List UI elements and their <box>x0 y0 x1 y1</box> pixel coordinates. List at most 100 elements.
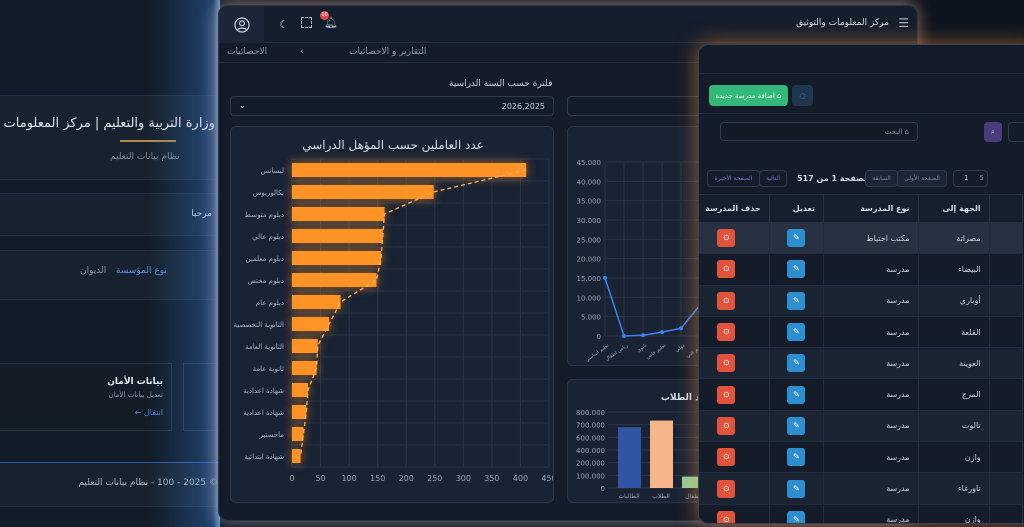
delete-icon[interactable]: ⊙ <box>717 448 736 467</box>
data-point <box>603 276 607 280</box>
cell-edit: ✎ <box>768 441 825 474</box>
y-tick-label: شهادة اعدادية <box>243 387 284 395</box>
delete-icon[interactable]: ⊙ <box>717 416 736 435</box>
footer-text: © 2025 - 100 - نظام بيانات التعليم <box>78 478 218 488</box>
tab-diwan[interactable]: الديوان <box>80 266 107 276</box>
delete-icon[interactable]: ⊙ <box>717 510 736 523</box>
prev-page-button[interactable]: السابقة <box>865 170 898 187</box>
cell-extra <box>988 441 1024 474</box>
delete-icon[interactable]: ⊙ <box>717 291 736 310</box>
search-input[interactable]: ⌂ البحث <box>720 122 918 141</box>
cell-delete: ⊙ <box>699 378 770 411</box>
edit-icon[interactable]: ✎ <box>787 416 806 435</box>
x-tick-label: 400 <box>513 474 528 483</box>
search-placeholder: البحث <box>884 128 903 136</box>
blue-glow <box>150 0 220 527</box>
edit-icon[interactable]: ✎ <box>787 479 806 498</box>
edit-icon[interactable]: ✎ <box>787 510 806 523</box>
tab-institution-type[interactable]: نوع المؤسسة <box>116 266 167 276</box>
delete-icon[interactable]: ⊙ <box>717 479 736 498</box>
edit-icon[interactable]: ✎ <box>787 385 806 404</box>
cell-extra <box>988 221 1024 255</box>
card-description: تعديل بيانات الأمان <box>108 391 163 399</box>
y-tick-label: 600.000 <box>576 434 605 442</box>
background-title: وزارة التربية والتعليم | مركز المعلومات … <box>0 116 215 131</box>
next-page-button[interactable]: التالية <box>759 170 787 187</box>
refresh-button[interactable]: ◌ <box>792 85 813 106</box>
y-tick-label: ليسانس <box>261 167 285 175</box>
cell-delete: ⊙ <box>699 315 770 349</box>
column-header-extra <box>988 194 1024 223</box>
moon-icon[interactable]: ☾ <box>279 18 289 31</box>
cell-type: مدرسة <box>823 472 919 505</box>
background-subtitle: نظام بيانات التعليم <box>110 152 180 162</box>
schools-window: ⌂ اضافة مدرسة جديدة ◌ ⌂ البحث ⌕ الصفحة ا… <box>698 44 1024 524</box>
x-tick-label: 300 <box>456 474 471 483</box>
page-number-input[interactable]: 1 5 <box>953 170 988 187</box>
delete-icon[interactable]: ⊙ <box>717 354 736 373</box>
divider <box>699 73 1024 74</box>
x-tick-label: الطالبات <box>618 493 640 500</box>
edit-icon[interactable]: ✎ <box>787 323 806 342</box>
cell-delete: ⊙ <box>699 253 770 286</box>
y-tick-label: 15.000 <box>577 275 602 283</box>
cell-region: البيضاء <box>917 253 990 286</box>
breadcrumb-parent[interactable]: التقارير و الاحصائيات <box>349 47 427 57</box>
welcome-text: مرحبا <box>191 209 212 219</box>
menu-icon[interactable]: ☰ <box>898 16 909 30</box>
first-page-button[interactable]: الصفحة الأولى <box>897 170 947 187</box>
bar <box>292 185 434 199</box>
cell-delete: ⊙ <box>699 472 770 505</box>
delete-icon[interactable]: ⊙ <box>717 385 736 404</box>
top-bar: ☾ 🔔︎ 10 مركز المعلومات والتوثيق ☰ <box>219 6 917 43</box>
filter-input[interactable] <box>1008 122 1024 142</box>
cell-delete: ⊙ <box>699 441 770 474</box>
cell-region: تالوت <box>917 409 990 443</box>
edit-icon[interactable]: ✎ <box>787 229 806 248</box>
add-school-button[interactable]: ⌂ اضافة مدرسة جديدة <box>709 85 788 106</box>
delete-icon[interactable]: ⊙ <box>717 260 736 279</box>
card-link[interactable]: انتقال ← <box>134 408 163 417</box>
bar <box>292 163 527 177</box>
y-tick-label: 100.000 <box>576 472 605 480</box>
y-tick-label: 25.000 <box>577 236 602 244</box>
data-point <box>679 326 683 331</box>
security-card[interactable]: بيانات الأمان تعديل بيانات الأمان انتقال… <box>0 363 172 431</box>
y-tick-label: 400.000 <box>576 447 605 455</box>
bar <box>292 405 307 419</box>
column-header-type: نوع المدرسة <box>823 194 919 223</box>
delete-icon[interactable]: ⊙ <box>717 229 736 248</box>
column-header-edit: تعديل <box>768 194 825 223</box>
second-select[interactable] <box>567 96 717 116</box>
delete-icon[interactable]: ⊙ <box>717 323 736 342</box>
year-select[interactable]: ⌄ 2026,2025 <box>230 96 554 116</box>
user-icon[interactable] <box>219 6 264 43</box>
y-tick-label: ثانوية عامة <box>253 365 284 373</box>
x-tick-label: 0 <box>289 474 294 483</box>
bell-icon[interactable]: 🔔︎ <box>324 16 338 29</box>
series-line <box>604 277 701 337</box>
notification-badge: 10 <box>320 11 329 20</box>
edit-icon[interactable]: ✎ <box>787 354 806 373</box>
cell-delete: ⊙ <box>699 503 770 523</box>
y-tick-label: دبلوم مختص <box>247 277 284 285</box>
cell-type: مدرسة <box>823 347 919 380</box>
data-point <box>641 333 645 338</box>
edit-icon[interactable]: ✎ <box>787 291 806 310</box>
search-button[interactable]: ⌕ <box>984 122 1002 142</box>
breadcrumb: التقارير و الاحصائيات › الاحصائيات <box>219 43 917 63</box>
last-page-button[interactable]: الصفحة الأخيرة <box>707 170 760 187</box>
y-tick-label: شهادة ابتدائية <box>244 453 284 461</box>
y-tick-label: دبلوم عالي <box>252 233 284 241</box>
cell-type: مدرسة <box>823 441 919 474</box>
fullscreen-icon[interactable] <box>301 17 312 28</box>
x-tick-label: 200 <box>399 474 414 483</box>
cell-delete: ⊙ <box>699 284 770 317</box>
edit-icon[interactable]: ✎ <box>787 448 806 467</box>
edit-icon[interactable]: ✎ <box>787 260 806 279</box>
bar <box>292 449 301 463</box>
cell-type: مدرسة <box>823 315 919 349</box>
cell-type: مدرسة <box>823 503 919 523</box>
y-tick-label: 35.000 <box>577 198 602 206</box>
cell-region: أوباري <box>917 284 990 317</box>
